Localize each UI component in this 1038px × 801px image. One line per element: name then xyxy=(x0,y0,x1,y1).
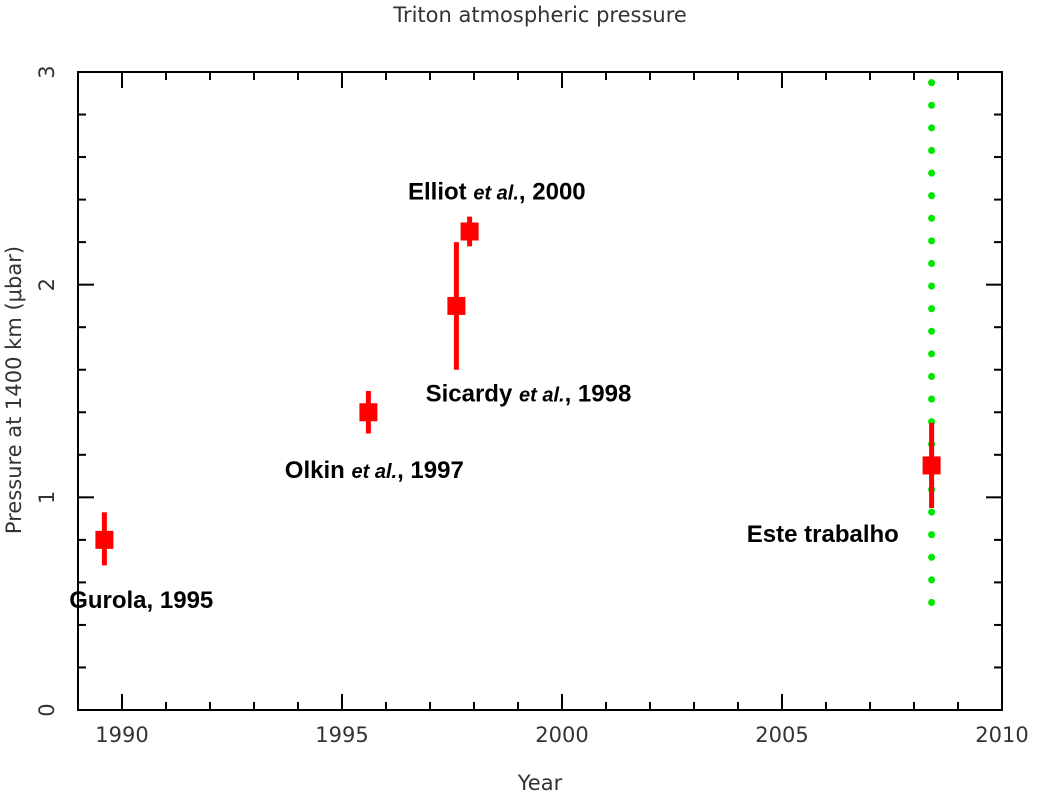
x-axis-label: Year xyxy=(517,771,563,795)
data-point xyxy=(359,403,378,422)
data-point xyxy=(95,530,114,549)
x-tick-label: 2005 xyxy=(755,723,808,747)
annotations: Gurola, 1995 Olkin et al., 1997 Sicardy et… xyxy=(69,179,899,614)
annotation-label: Elliot et al., 2000 xyxy=(408,179,586,206)
annotation-label: Gurola, 1995 xyxy=(69,587,213,614)
y-tick-label: 0 xyxy=(35,703,59,716)
axis-ticks xyxy=(77,71,1003,711)
x-tick-label: 1990 xyxy=(95,723,148,747)
annotation-label: Olkin et al., 1997 xyxy=(285,457,464,484)
data-point xyxy=(447,296,466,315)
x-tick-label: 1995 xyxy=(315,723,368,747)
y-tick-label: 1 xyxy=(35,491,59,504)
y-tick-label: 3 xyxy=(35,65,59,78)
annotation-label: Sicardy et al., 1998 xyxy=(426,381,632,408)
x-tick-label: 2000 xyxy=(535,723,588,747)
plot-frame xyxy=(77,71,1003,711)
annotation-label: Este trabalho xyxy=(747,521,899,548)
y-axis-label: Pressure at 1400 km (μbar) xyxy=(2,246,26,534)
y-tick-label: 2 xyxy=(35,278,59,291)
data-point xyxy=(922,456,941,475)
chart-title: Triton atmospheric pressure xyxy=(392,3,687,27)
data-points xyxy=(95,216,941,566)
x-tick-label: 2010 xyxy=(975,723,1028,747)
tick-labels: 1990 1995 2000 2005 2010 0 1 2 3 xyxy=(35,65,1029,747)
data-point xyxy=(460,222,479,241)
